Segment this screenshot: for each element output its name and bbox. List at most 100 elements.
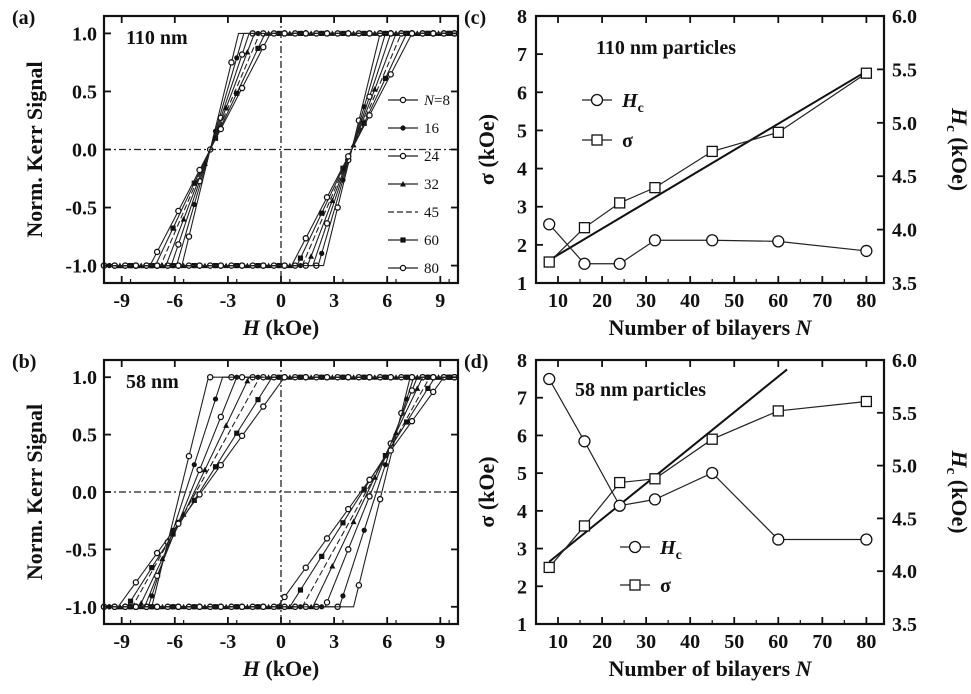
data-point-Hc bbox=[772, 533, 785, 546]
data-point bbox=[345, 505, 352, 513]
x-tick-label: 9 bbox=[435, 631, 445, 653]
data-point bbox=[366, 493, 373, 500]
legend-label: 24 bbox=[424, 149, 440, 165]
x-axis-label-unit: (kOe) bbox=[260, 315, 319, 340]
data-point bbox=[260, 262, 267, 269]
loop-descending-80 bbox=[104, 376, 458, 608]
data-point bbox=[323, 194, 331, 201]
plot-frame bbox=[534, 14, 886, 285]
legend-value: =8 bbox=[434, 93, 450, 109]
y2-tick-label: 6.0 bbox=[892, 350, 917, 372]
y-tick-label: -1.0 bbox=[65, 597, 97, 619]
panel-label: (d) bbox=[464, 351, 488, 373]
data-point bbox=[302, 373, 310, 381]
data-point-Hc bbox=[543, 372, 556, 386]
x-tick-label: 0 bbox=[276, 631, 286, 653]
data-point bbox=[238, 603, 246, 611]
y2-axis-label-unit: (kOe) bbox=[947, 132, 971, 191]
y-tick-label: 7 bbox=[517, 388, 527, 410]
y-axis-label: σ (kOe) bbox=[474, 456, 499, 527]
x-tick-label: -9 bbox=[113, 631, 130, 653]
data-point bbox=[302, 564, 310, 571]
data-point-σ bbox=[614, 197, 626, 209]
x-tick-label: 10 bbox=[548, 290, 568, 312]
legend-marker bbox=[399, 264, 407, 272]
data-point bbox=[281, 373, 288, 381]
data-point bbox=[387, 71, 394, 78]
x-axis-label: H (kOe) bbox=[242, 315, 319, 340]
data-point bbox=[175, 262, 182, 269]
x-tick-label: -6 bbox=[166, 631, 183, 653]
data-point bbox=[361, 486, 367, 492]
y-tick-label: 0.0 bbox=[72, 482, 97, 504]
legend-label: Hc bbox=[659, 537, 682, 563]
y2-tick-label: 5.0 bbox=[892, 113, 917, 135]
data-point bbox=[127, 598, 134, 604]
y2-tick-label: 5.5 bbox=[892, 403, 917, 425]
x-tick-label: 50 bbox=[724, 631, 744, 653]
particle-size-annotation: 110 nm particles bbox=[596, 37, 736, 59]
data-point bbox=[308, 603, 315, 610]
data-point bbox=[429, 388, 437, 396]
legend-value: 60 bbox=[424, 233, 439, 249]
data-point bbox=[355, 582, 363, 589]
legend-value: 16 bbox=[424, 121, 440, 137]
data-point-σ bbox=[706, 145, 718, 158]
y2-tick-label: 4.0 bbox=[892, 561, 917, 583]
data-point-σ bbox=[543, 256, 555, 268]
y-tick-label: 7 bbox=[517, 44, 527, 66]
data-point bbox=[217, 262, 225, 269]
data-point-Hc bbox=[578, 257, 591, 270]
y2-axis-label-symbol: H bbox=[947, 107, 971, 126]
x-tick-label: -9 bbox=[113, 290, 130, 312]
data-point bbox=[175, 241, 182, 248]
y2-axis-label: Hc (kOe) bbox=[943, 107, 971, 191]
panel-c: 10 20 30 40 50 60 70 80 1 2 3 4 5 6 7 8 3.5 4.0 4.5 5.0 5.5 6… bbox=[464, 6, 971, 340]
legend-marker bbox=[399, 152, 407, 160]
data-point bbox=[323, 30, 331, 37]
data-point bbox=[196, 166, 203, 174]
data-point-Hc bbox=[706, 234, 719, 247]
y-tick-label: 2 bbox=[517, 235, 527, 257]
legend-marker bbox=[400, 125, 406, 131]
data-point bbox=[191, 462, 197, 468]
y-tick-label: 2 bbox=[517, 576, 527, 598]
data-point bbox=[366, 112, 373, 119]
x-axis-label: H (kOe) bbox=[242, 656, 319, 681]
x-tick-label: 20 bbox=[592, 631, 612, 653]
panel-label: (c) bbox=[464, 7, 486, 29]
series-line-σ bbox=[548, 400, 867, 568]
y-tick-label: 4 bbox=[517, 501, 527, 523]
x-tick-label: 3 bbox=[329, 290, 339, 312]
data-point-Hc bbox=[543, 218, 556, 231]
data-point bbox=[153, 262, 161, 269]
data-point bbox=[345, 153, 352, 160]
data-point bbox=[408, 373, 416, 381]
data-point bbox=[340, 165, 346, 171]
x-tick-label: 0 bbox=[276, 290, 286, 312]
data-point bbox=[223, 422, 230, 428]
x-tick-label: 3 bbox=[329, 631, 339, 653]
x-tick-label: 80 bbox=[856, 631, 876, 653]
data-point bbox=[323, 535, 331, 542]
x-tick-label: 40 bbox=[680, 290, 700, 312]
size-annotation: 110 nm bbox=[126, 27, 188, 49]
x-tick-label: 6 bbox=[382, 290, 392, 312]
data-point bbox=[308, 253, 315, 259]
y-tick-label: 4 bbox=[517, 159, 527, 181]
y-tick-label: 3 bbox=[517, 197, 527, 219]
data-point-σ bbox=[860, 67, 873, 79]
x-tick-label: 20 bbox=[592, 290, 612, 312]
legend-label: Hc bbox=[621, 90, 644, 116]
data-point bbox=[404, 419, 410, 425]
y-tick-label: 8 bbox=[517, 6, 527, 28]
data-point bbox=[196, 262, 203, 269]
data-point bbox=[132, 579, 140, 586]
x-tick-label: 9 bbox=[435, 290, 445, 312]
data-point bbox=[175, 603, 182, 611]
panel-a: -9 -6 -3 0 3 6 9 -1.0 -0.5 0.0 0.5 1.0 (a) 110 nm H (k… bbox=[12, 7, 460, 340]
x-tick-label: -3 bbox=[220, 631, 237, 653]
data-point bbox=[238, 373, 246, 381]
data-point bbox=[217, 413, 225, 421]
